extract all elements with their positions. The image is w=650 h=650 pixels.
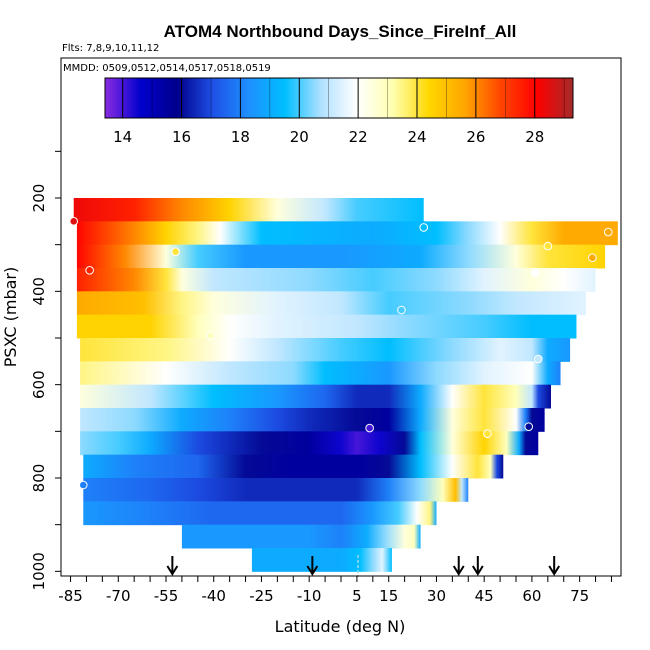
heatmap-row bbox=[76, 314, 577, 339]
colorbar-ticks: 14 16 18 20 22 24 26 28 bbox=[113, 78, 565, 146]
heatmap-row bbox=[80, 384, 551, 409]
flight-arrow-head bbox=[166, 565, 179, 576]
x-tick-label: -10 bbox=[297, 587, 322, 605]
y-tick-label: 600 bbox=[30, 370, 48, 399]
observation-marker bbox=[78, 480, 88, 490]
x-axis: -85 -70 -55 -40 -25 -10 5 15 30 45 60 75 bbox=[58, 576, 612, 605]
x-tick-label: -55 bbox=[154, 587, 179, 605]
observation-marker bbox=[524, 422, 534, 431]
x-tick-label: 15 bbox=[379, 587, 398, 605]
x-tick-label: 75 bbox=[570, 587, 589, 605]
x-tick-label: -25 bbox=[249, 587, 274, 605]
observation-marker bbox=[603, 227, 613, 237]
colorbar-tick-label: 26 bbox=[466, 128, 485, 146]
y-tick-label: 1000 bbox=[30, 552, 48, 590]
heatmap-row bbox=[76, 221, 618, 246]
observation-marker bbox=[171, 247, 180, 256]
y-axis: 200 400 600 800 1000 bbox=[30, 150, 61, 590]
colorbar-tick-label: 14 bbox=[113, 128, 132, 146]
heatmap-row bbox=[80, 338, 571, 362]
heatmap-row bbox=[83, 454, 504, 479]
flight-arrow-head bbox=[548, 565, 561, 576]
colorbar-tick-label: 18 bbox=[231, 128, 250, 146]
observation-marker bbox=[419, 223, 429, 232]
x-tick-label: 60 bbox=[522, 587, 541, 605]
colorbar-tick-label: 22 bbox=[349, 128, 368, 146]
observation-marker bbox=[397, 305, 406, 315]
y-tick-label: 200 bbox=[30, 184, 48, 213]
observation-marker bbox=[530, 268, 540, 277]
heatmap-row bbox=[251, 548, 392, 572]
heatmap-row bbox=[76, 268, 596, 292]
heatmap-row bbox=[83, 478, 469, 502]
flight-arrows bbox=[166, 556, 561, 576]
x-tick-label: 5 bbox=[352, 587, 362, 605]
observation-marker bbox=[85, 266, 94, 275]
observation-marker bbox=[533, 354, 543, 364]
heatmap-row bbox=[80, 361, 561, 386]
x-tick-label: 45 bbox=[475, 587, 494, 605]
heatmap-row bbox=[181, 524, 421, 549]
y-axis-label: PSXC (mbar) bbox=[1, 267, 20, 367]
heatmap-row bbox=[83, 501, 437, 526]
flight-arrow-head bbox=[306, 565, 319, 576]
heatmap-rows bbox=[73, 198, 618, 572]
colorbar-tick-label: 16 bbox=[172, 128, 191, 146]
flight-arrow-head bbox=[452, 565, 465, 576]
x-axis-label: Latitude (deg N) bbox=[275, 617, 406, 636]
colorbar bbox=[104, 77, 574, 119]
heatmap-row bbox=[80, 408, 545, 432]
x-tick-label: -85 bbox=[58, 587, 83, 605]
flight-arrow-head bbox=[471, 565, 484, 576]
heatmap-row bbox=[80, 431, 539, 456]
observation-marker bbox=[588, 253, 597, 263]
observation-marker bbox=[543, 241, 553, 251]
observation-markers bbox=[69, 217, 613, 490]
observation-marker bbox=[69, 217, 79, 226]
flights-label: Flts: 7,8,9,10,11,12 bbox=[62, 43, 159, 54]
y-tick-label: 800 bbox=[30, 464, 48, 493]
colorbar-tick-label: 24 bbox=[407, 128, 426, 146]
colorbar-tick-label: 28 bbox=[525, 128, 544, 146]
heatmap-row bbox=[76, 291, 586, 316]
observation-marker bbox=[483, 429, 492, 438]
x-tick-label: -40 bbox=[201, 587, 226, 605]
x-tick-label: -70 bbox=[106, 587, 131, 605]
observation-marker bbox=[365, 423, 374, 433]
chart-title: ATOM4 Northbound Days_Since_FireInf_All bbox=[164, 22, 517, 41]
heatmap-row bbox=[73, 198, 424, 222]
y-tick-label: 400 bbox=[30, 277, 48, 306]
colorbar-tick-label: 20 bbox=[290, 128, 309, 146]
x-tick-label: 30 bbox=[427, 587, 446, 605]
heatmap-row bbox=[76, 244, 606, 269]
observation-marker bbox=[206, 331, 215, 340]
dates-label: MMDD: 0509,0512,0514,0517,0518,0519 bbox=[63, 63, 271, 74]
